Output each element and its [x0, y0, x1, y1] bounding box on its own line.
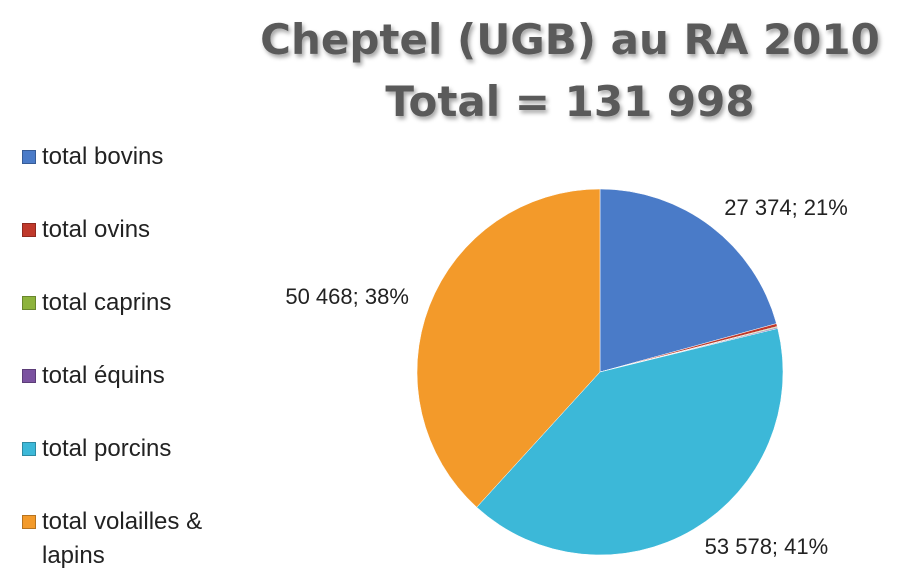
pie-slice	[476, 328, 784, 556]
chart-subtitle: Total = 131 998	[385, 77, 754, 126]
pie	[416, 188, 784, 556]
legend-item: total porcins	[18, 432, 248, 505]
legend-swatch	[22, 442, 36, 456]
legend-label: total porcins	[42, 435, 172, 462]
pie-slice	[599, 188, 777, 373]
legend-swatch	[22, 150, 36, 164]
data-label: 53 578; 41%	[705, 534, 829, 559]
legend-label: total volailles & lapins	[42, 508, 203, 569]
data-label: 27 374; 21%	[724, 195, 848, 220]
legend-item: total ovins	[18, 213, 248, 286]
legend-label: total bovins	[42, 143, 164, 170]
legend-swatch	[22, 223, 36, 237]
legend-item: total bovins	[18, 140, 248, 213]
legend-swatch	[22, 296, 36, 310]
data-label: 50 468; 38%	[285, 284, 409, 309]
legend: total bovins total ovins total caprins tota…	[18, 140, 248, 578]
legend-label: total équins	[42, 362, 165, 389]
legend-label: total ovins	[42, 216, 151, 243]
legend-swatch	[22, 369, 36, 383]
legend-swatch	[22, 515, 36, 529]
chart-title: Cheptel (UGB) au RA 2010	[260, 15, 880, 64]
pie-slice	[416, 188, 601, 508]
legend-item: total équins	[18, 359, 248, 432]
legend-item: total caprins	[18, 286, 248, 359]
legend-label: total caprins	[42, 289, 172, 316]
legend-item: total volailles & lapins	[18, 505, 248, 578]
